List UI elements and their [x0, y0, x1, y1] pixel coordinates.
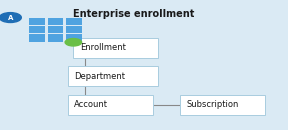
FancyBboxPatch shape — [48, 18, 63, 25]
FancyBboxPatch shape — [66, 34, 82, 42]
FancyBboxPatch shape — [68, 95, 153, 115]
FancyBboxPatch shape — [66, 18, 82, 25]
Text: Account: Account — [74, 100, 108, 109]
Text: A: A — [8, 15, 13, 21]
Text: Department: Department — [74, 72, 125, 81]
FancyBboxPatch shape — [66, 26, 82, 33]
FancyBboxPatch shape — [29, 18, 45, 25]
FancyBboxPatch shape — [29, 26, 45, 33]
Text: Enterprise enrollment: Enterprise enrollment — [73, 9, 195, 19]
Text: Subscription: Subscription — [186, 100, 239, 109]
FancyBboxPatch shape — [48, 26, 63, 33]
Circle shape — [0, 13, 21, 22]
Circle shape — [65, 38, 82, 46]
FancyBboxPatch shape — [48, 34, 63, 42]
Text: Enrollment: Enrollment — [80, 43, 126, 52]
FancyBboxPatch shape — [68, 66, 158, 86]
FancyBboxPatch shape — [73, 38, 158, 58]
FancyBboxPatch shape — [180, 95, 265, 115]
FancyBboxPatch shape — [29, 34, 45, 42]
